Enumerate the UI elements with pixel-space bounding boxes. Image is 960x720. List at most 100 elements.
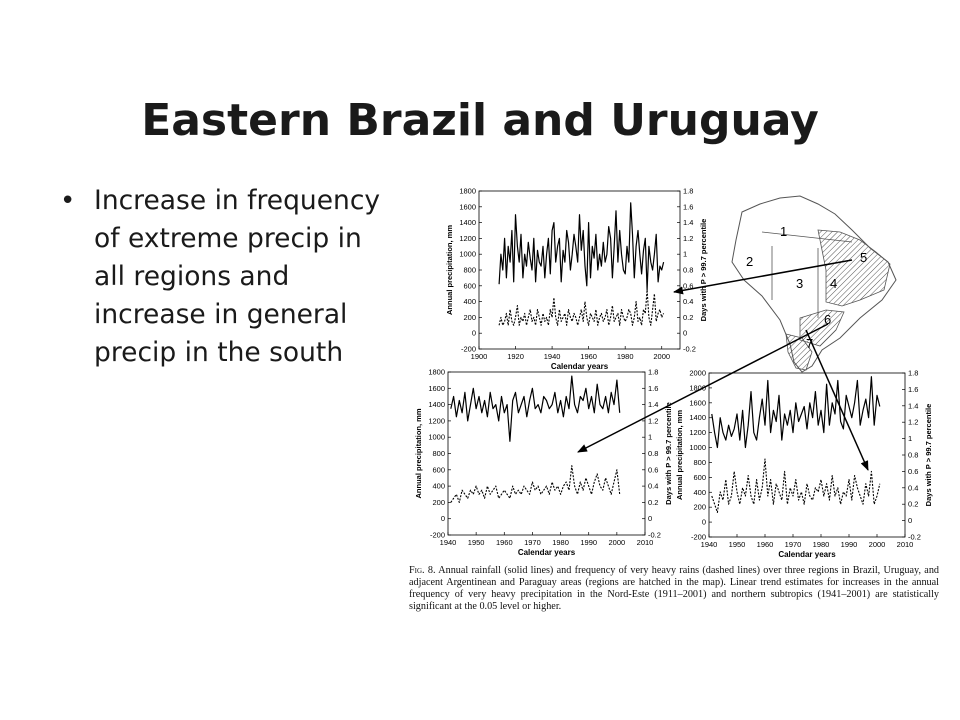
x-tick-label: 1980 [813, 540, 830, 549]
map-region-label: 3 [796, 276, 803, 291]
y-tick-label: 1600 [459, 202, 476, 211]
y-tick-label: 1800 [689, 383, 706, 392]
y-tick-label: 200 [693, 503, 706, 512]
caption-lead: Fig. 8. [409, 565, 436, 576]
bullet-item: Increase in frequency of extreme precip … [60, 182, 400, 372]
y-axis-label: Annual precipitation, mm [675, 410, 684, 500]
x-tick-label: 2010 [637, 538, 654, 547]
y-tick-label: 400 [432, 482, 445, 491]
y-tick-label: 200 [432, 498, 445, 507]
map-region-label: 7 [806, 336, 813, 351]
y2-tick-label: 0.6 [908, 467, 918, 476]
y2-tick-label: 0.8 [648, 449, 658, 458]
y2-tick-label: 1.2 [683, 234, 693, 243]
x-tick-label: 1940 [701, 540, 718, 549]
bullet-text: Increase in frequency of extreme precip … [94, 185, 381, 368]
x-tick-label: 1980 [617, 352, 634, 361]
y-tick-label: 800 [463, 266, 476, 275]
y-tick-label: 1400 [428, 400, 445, 409]
y2-tick-label: 0.4 [908, 483, 918, 492]
map-region-divider [761, 231, 853, 243]
y2-tick-label: 0.4 [648, 482, 658, 491]
chart-panel-top: 1900 1920 1940 1960 1980 2000 -200 0 200 400 600 80… [445, 187, 708, 372]
y-tick-label: 400 [463, 297, 476, 306]
y-tick-label: -200 [691, 533, 706, 542]
annual-rainfall-series [711, 376, 881, 449]
y2-tick-label: 0.6 [683, 281, 693, 290]
y2-tick-label: 1.8 [648, 368, 658, 377]
x-tick-label: 1960 [496, 538, 513, 547]
y-tick-label: 1600 [428, 384, 445, 393]
x-tick-label: 1950 [729, 540, 746, 549]
arrow-region-7 [805, 329, 869, 471]
y2-tick-label: 0.2 [908, 500, 918, 509]
y-tick-label: 1800 [428, 368, 445, 377]
y2-tick-label: 0.4 [683, 297, 693, 306]
y2-tick-label: 1.2 [648, 416, 658, 425]
chart-panel-bottom-left: 1940 1950 1960 1970 1980 1990 2000 2010-2000200… [414, 368, 673, 558]
y-tick-label: 1800 [459, 187, 476, 196]
y2-tick-label: 1.2 [908, 418, 918, 427]
y-tick-label: 1000 [428, 433, 445, 442]
y2-tick-label: 1.4 [648, 400, 658, 409]
y-tick-label: -200 [461, 345, 476, 354]
y2-tick-label: 0.6 [648, 465, 658, 474]
y2-axis-label: Days with P > 99.7 percentile [699, 219, 708, 322]
x-tick-label: 2000 [869, 540, 886, 549]
y-tick-label: 800 [693, 458, 706, 467]
y-tick-label: 600 [693, 473, 706, 482]
x-axis-label: Calendar years [518, 548, 576, 557]
y2-tick-label: 1.6 [683, 202, 693, 211]
x-axis-label: Calendar years [551, 362, 609, 371]
y-tick-label: 1400 [459, 218, 476, 227]
x-tick-label: 1950 [468, 538, 485, 547]
y-tick-label: 1200 [459, 234, 476, 243]
y-axis-label: Annual precipitation, mm [445, 225, 454, 315]
y2-axis-label: Days with P > 99.7 percentile [924, 404, 933, 507]
y-tick-label: 1200 [428, 416, 445, 425]
y2-tick-label: -0.2 [648, 531, 661, 540]
y-tick-label: 0 [702, 518, 706, 527]
y2-tick-label: 0 [908, 516, 912, 525]
y2-tick-label: 0 [648, 514, 652, 523]
x-tick-label: 1990 [580, 538, 597, 547]
y2-tick-label: 0.8 [683, 266, 693, 275]
bullet-list: Increase in frequency of extreme precip … [60, 182, 400, 372]
y-tick-label: 1600 [689, 398, 706, 407]
y2-tick-label: -0.2 [683, 345, 696, 354]
y2-tick-label: 1.4 [683, 218, 693, 227]
y2-tick-label: 0.8 [908, 451, 918, 460]
y2-tick-label: 1.6 [648, 384, 658, 393]
map-region-label: 6 [824, 312, 831, 327]
y2-tick-label: -0.2 [908, 533, 921, 542]
y2-tick-label: 1 [648, 433, 652, 442]
brazil-map: 1 2 3 4 5 6 7 [731, 195, 897, 373]
y2-tick-label: 1.8 [683, 187, 693, 196]
y-tick-label: 600 [463, 281, 476, 290]
annual-rainfall-series [498, 202, 665, 291]
y-tick-label: 200 [463, 313, 476, 322]
slide-title: Eastern Brazil and Uruguay [141, 95, 819, 147]
y-tick-label: 1400 [689, 413, 706, 422]
y-tick-label: -200 [430, 531, 445, 540]
map-region-label: 2 [746, 254, 753, 269]
x-tick-label: 1940 [544, 352, 561, 361]
x-tick-label: 1990 [841, 540, 858, 549]
y-tick-label: 2000 [689, 369, 706, 378]
y2-axis-label: Days with P > 99.7 percentile [664, 402, 673, 505]
y2-tick-label: 0.2 [683, 313, 693, 322]
arrow-region-5 [673, 259, 853, 295]
x-tick-label: 1970 [524, 538, 541, 547]
region-5-hatched [817, 229, 891, 307]
y-tick-label: 1000 [459, 250, 476, 259]
plot-frame [708, 372, 906, 538]
y2-tick-label: 1.8 [908, 369, 918, 378]
x-tick-label: 1970 [785, 540, 802, 549]
map-region-label: 1 [780, 224, 787, 239]
caption-text: Annual rainfall (solid lines) and freque… [409, 565, 940, 612]
y2-tick-label: 0.2 [648, 498, 658, 507]
x-tick-label: 1960 [580, 352, 597, 361]
x-tick-label: 1960 [757, 540, 774, 549]
map-arrows [577, 259, 869, 471]
